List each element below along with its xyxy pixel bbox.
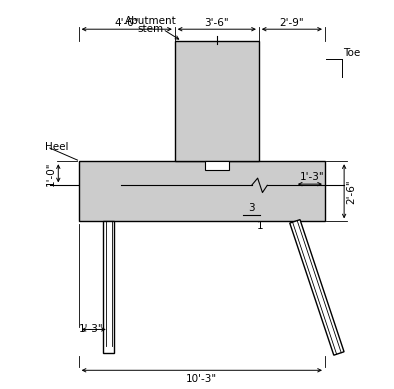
Text: Toe: Toe (343, 48, 360, 58)
Text: 2'-9": 2'-9" (280, 18, 304, 28)
Bar (103, 221, 114, 354)
Text: Abutment: Abutment (125, 16, 177, 26)
Text: 3'-6": 3'-6" (204, 18, 229, 28)
Text: Heel: Heel (45, 142, 69, 152)
Text: 4'-0": 4'-0" (115, 18, 139, 28)
Text: stem: stem (138, 24, 164, 34)
Text: 1'-3": 1'-3" (300, 172, 325, 182)
Bar (175, 41, 259, 161)
Text: 1'-0": 1'-0" (45, 161, 56, 186)
Text: 10'-3": 10'-3" (186, 374, 217, 384)
Text: 1: 1 (257, 221, 263, 231)
Bar (79, 161, 325, 221)
Text: 2'-6": 2'-6" (347, 179, 357, 204)
Text: 1'-3": 1'-3" (79, 324, 104, 335)
Bar (205, 161, 229, 170)
Text: 3: 3 (248, 203, 255, 213)
Polygon shape (290, 220, 344, 355)
